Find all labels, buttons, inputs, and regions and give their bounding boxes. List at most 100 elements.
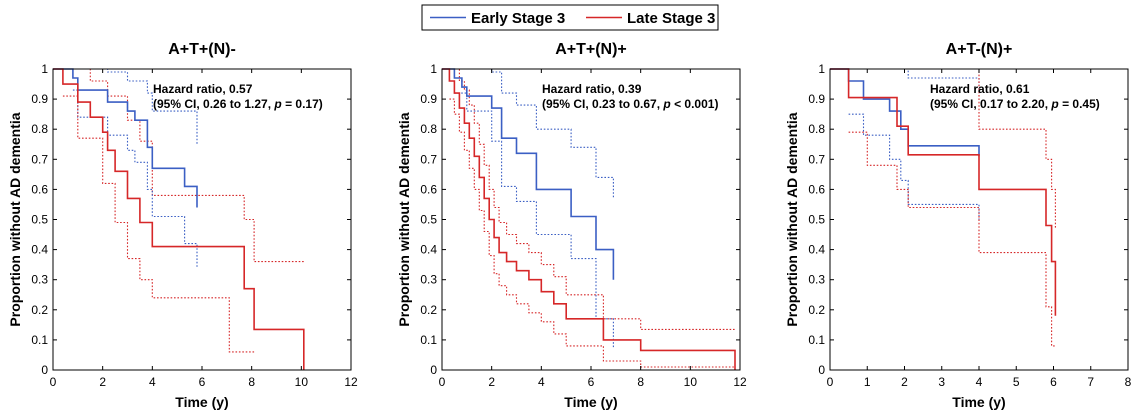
legend: Early Stage 3 Late Stage 3 — [421, 4, 719, 31]
y-tick-label: 0.9 — [808, 92, 825, 106]
chart-title: A+T+(N)+ — [555, 41, 627, 58]
x-axis-label: Time (y) — [952, 394, 1005, 410]
y-tick-label: 0.3 — [420, 273, 437, 287]
x-tick-label: 8 — [248, 375, 255, 389]
y-axis-label: Proportion without AD dementia — [784, 112, 800, 326]
x-tick-label: 8 — [1125, 375, 1131, 389]
y-tick-label: 0.1 — [31, 333, 48, 347]
p-symbol: p — [1050, 97, 1058, 111]
x-tick-label: 8 — [637, 375, 644, 389]
late-stage-3-ci-upper-line — [62, 68, 304, 263]
x-tick-label: 0 — [50, 375, 57, 389]
x-tick-label: 7 — [1087, 375, 1094, 389]
axes-box — [441, 68, 741, 371]
axes-box — [52, 68, 352, 371]
x-axis-label: Time (y) — [175, 394, 228, 410]
y-tick-label: 0.5 — [420, 213, 437, 227]
y-tick-label: 1 — [818, 62, 825, 76]
y-tick-label: 0.7 — [808, 152, 825, 166]
y-axis-label: Proportion without AD dementia — [396, 112, 412, 326]
p-symbol: p — [662, 97, 670, 111]
y-tick-label: 0.2 — [808, 303, 825, 317]
y-tick-label: 0.4 — [420, 243, 437, 257]
x-tick-label: 2 — [488, 375, 495, 389]
x-tick-label: 12 — [344, 375, 358, 389]
y-tick-label: 0.3 — [31, 273, 48, 287]
legend-box — [421, 4, 719, 31]
late-stage-3-estimate-line — [53, 68, 305, 370]
hazard-ratio-text: Hazard ratio, 0.39 — [542, 82, 642, 96]
legend-label-late: Late Stage 3 — [627, 10, 715, 27]
y-tick-label: 0.9 — [420, 92, 437, 106]
p-value: = 0.45) — [1059, 97, 1100, 111]
ci-prefix: (95% CI, 0.26 to 1.27, — [153, 97, 274, 111]
y-axis-label: Proportion without AD dementia — [7, 112, 23, 326]
p-value: = 0.17) — [282, 97, 323, 111]
late-stage-3-ci-lower-line — [848, 131, 1056, 347]
x-tick-label: 4 — [538, 375, 545, 389]
x-tick-label: 2 — [99, 375, 106, 389]
early-stage-3-ci-lower-line — [848, 113, 980, 220]
y-tick-label: 0.2 — [420, 303, 437, 317]
chart-title: A+T+(N)- — [168, 41, 236, 58]
y-tick-label: 0.4 — [808, 243, 825, 257]
y-tick-label: 0.1 — [420, 333, 437, 347]
confidence-interval-text: (95% CI, 0.17 to 2.20, p = 0.45) — [930, 97, 1100, 111]
late-stage-3-estimate-line — [830, 68, 1057, 316]
x-tick-label: 4 — [149, 375, 156, 389]
y-tick-label: 0.8 — [420, 122, 437, 136]
y-tick-label: 0.7 — [31, 152, 48, 166]
x-tick-label: 4 — [976, 375, 983, 389]
y-tick-label: 0.4 — [31, 243, 48, 257]
hazard-ratio-text: Hazard ratio, 0.57 — [153, 82, 253, 96]
x-axis-label: Time (y) — [564, 394, 617, 410]
x-tick-label: 6 — [588, 375, 595, 389]
y-tick-label: 0.3 — [808, 273, 825, 287]
plot-area — [830, 68, 1057, 347]
late-stage-3-ci-upper-line — [449, 68, 735, 330]
chart-panel-3: A+T-(N)+ 0 0.1 0.2 0.3 0.4 0.5 0.6 0.7 0.8 0.9 1 0 1 2… — [784, 41, 1131, 410]
ci-prefix: (95% CI, 0.23 to 0.67, — [542, 97, 663, 111]
late-stage-3-ci-upper-line — [848, 68, 1056, 229]
x-tick-label: 6 — [199, 375, 206, 389]
x-tick-label: 5 — [1013, 375, 1020, 389]
y-tick-label: 0.1 — [808, 333, 825, 347]
early-stage-3-ci-lower-line — [454, 92, 614, 349]
y-tick-label: 0.6 — [808, 182, 825, 196]
x-tick-label: 12 — [733, 375, 747, 389]
p-value: < 0.001) — [671, 97, 719, 111]
p-symbol: p — [273, 97, 281, 111]
chart-panel-2: A+T+(N)+00.10.20.30.40.50.60.70.80.910 2 4… — [396, 41, 747, 410]
x-tick-label: 1 — [864, 375, 871, 389]
plot-area — [442, 68, 736, 370]
y-tick-label: 1 — [41, 62, 48, 76]
x-tick-label: 2 — [901, 375, 908, 389]
chart-title: A+T-(N)+ — [946, 41, 1013, 58]
x-tick-label: 0 — [827, 375, 834, 389]
y-tick-label: 0 — [430, 363, 437, 377]
y-tick-label: 0.5 — [31, 213, 48, 227]
y-tick-label: 1 — [430, 62, 437, 76]
x-tick-label: 10 — [684, 375, 698, 389]
y-tick-label: 0.8 — [31, 122, 48, 136]
y-tick-label: 0.7 — [420, 152, 437, 166]
y-tick-label: 0.8 — [808, 122, 825, 136]
x-tick-label: 10 — [295, 375, 309, 389]
hazard-ratio-text: Hazard ratio, 0.61 — [930, 82, 1030, 96]
y-tick-label: 0.5 — [808, 213, 825, 227]
confidence-interval-text: (95% CI, 0.23 to 0.67, p < 0.001) — [542, 97, 718, 111]
legend-label-early: Early Stage 3 — [471, 10, 565, 27]
y-tick-label: 0.6 — [31, 182, 48, 196]
early-stage-3-estimate-line — [442, 68, 615, 280]
x-tick-label: 6 — [1050, 375, 1057, 389]
chart-panels: A+T+(N)-00.10.20.30.40.50.60.70.80.910 2 4… — [7, 41, 1131, 410]
late-stage-3-ci-lower-line — [449, 98, 735, 368]
y-tick-label: 0.6 — [420, 182, 437, 196]
plot-area — [53, 68, 305, 370]
confidence-interval-text: (95% CI, 0.26 to 1.27, p = 0.17) — [153, 97, 323, 111]
y-tick-label: 0 — [818, 363, 825, 377]
y-tick-label: 0.2 — [31, 303, 48, 317]
early-stage-3-estimate-line — [53, 68, 198, 208]
x-tick-label: 0 — [439, 375, 446, 389]
